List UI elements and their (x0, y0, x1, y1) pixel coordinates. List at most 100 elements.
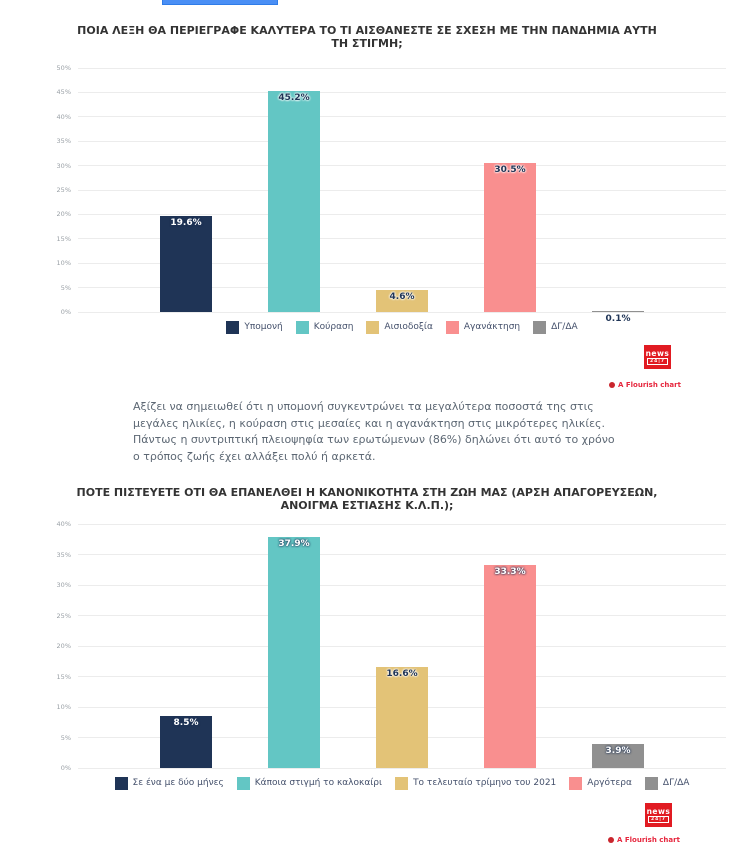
gridline (78, 91, 726, 93)
y-axis-tick-label: 40% (56, 520, 71, 528)
news247-logo-text: news (646, 806, 671, 816)
legend-label: Υπομονή (244, 322, 283, 332)
chart2-legend: Σε ένα με δύο μήνες Κάποια στιγμή το καλο… (78, 776, 726, 790)
y-axis-tick-label: 0% (60, 764, 71, 772)
y-axis-tick-label: 10% (56, 703, 71, 711)
legend-label: Κάποια στιγμή το καλοκαίρι (254, 778, 383, 788)
gridline (78, 584, 726, 586)
bar-Υπομονή[interactable] (160, 216, 212, 312)
bar-value-label: 45.2% (278, 93, 310, 104)
legend-item: Σε ένα με δύο μήνες (114, 776, 224, 790)
y-axis-tick-label: 40% (56, 112, 71, 121)
flourish-dot-icon (609, 382, 615, 388)
gridline (78, 213, 726, 215)
gridline (78, 116, 726, 118)
bar-Το τελευταίο τρίμηνο του 2021[interactable] (376, 666, 428, 768)
bar-ΔΓ/ΔΑ[interactable] (592, 744, 644, 768)
bar-ΔΓ/ΔΑ[interactable] (592, 311, 644, 312)
flourish-credit-label: A Flourish chart (617, 836, 680, 843)
news247-logo: news 24|7 (645, 803, 672, 827)
bar-value-label: 37.9% (278, 538, 310, 549)
legend-swatch-icon (395, 776, 409, 790)
y-axis-tick-label: 15% (56, 234, 71, 243)
legend-item: Υπομονή (226, 320, 283, 334)
legend-swatch-icon (644, 776, 658, 790)
bar-Αισιοδοξία[interactable] (376, 289, 428, 312)
y-axis-tick-label: 50% (56, 64, 71, 72)
legend-item: Αισιοδοξία (366, 320, 433, 334)
bar-value-label: 16.6% (386, 668, 418, 679)
legend-label: Σε ένα με δύο μήνες (132, 778, 224, 788)
legend-item: ΔΓ/ΔΑ (533, 320, 578, 334)
flourish-credit-link[interactable]: A Flourish chart (609, 381, 681, 389)
news247-logo: news 24|7 (644, 345, 671, 369)
news247-logo-text: news (645, 348, 670, 358)
chart2-title: ΠΟΤΕ ΠΙΣΤΕΥΕΤΕ ΟΤΙ ΘΑ ΕΠΑΝΕΛΘΕΙ Η ΚΑΝΟΝΙ… (76, 486, 658, 512)
y-axis-tick-label: 15% (56, 672, 71, 681)
bar-Αγανάκτηση[interactable] (484, 163, 536, 312)
gridline (78, 645, 726, 647)
gridline (78, 767, 726, 769)
gridline (78, 238, 726, 240)
y-axis-tick-label: 25% (56, 186, 71, 194)
bar-value-label: 4.6% (389, 291, 415, 302)
news247-logo-247: 24|7 (647, 815, 670, 823)
y-axis-tick-label: 20% (56, 210, 71, 219)
gridline (78, 165, 726, 167)
chart2-plot: 0% 5% 10% 15% 20% 25% 30% 35% 40% 8.5% 37.9% 16.6% 3… (57, 520, 726, 772)
bar-value-label: 0.1% (605, 314, 631, 324)
gridline (78, 287, 726, 289)
legend-label: ΔΓ/ΔΑ (551, 322, 578, 332)
legend-label: Αγανάκτηση (463, 322, 521, 332)
legend-swatch-icon (295, 320, 309, 334)
bar-Σε ένα με δύο μήνες[interactable] (160, 716, 212, 768)
gridline (78, 262, 726, 264)
gridline (78, 554, 726, 555)
flourish-credit-link[interactable]: A Flourish chart (608, 836, 680, 843)
legend-swatch-icon (445, 320, 459, 334)
gridline (78, 140, 726, 142)
legend-swatch-icon (114, 776, 128, 790)
y-axis-tick-label: 35% (56, 137, 71, 146)
y-axis-tick-label: 35% (56, 550, 71, 559)
y-axis-tick-label: 25% (56, 611, 71, 620)
flourish-dot-icon (608, 837, 614, 843)
legend-item: Αργότερα (569, 776, 632, 790)
legend-label: Αργότερα (587, 778, 632, 788)
y-axis-tick-label: 0% (60, 308, 71, 316)
y-axis-tick-label: 30% (56, 161, 71, 170)
bar-value-label: 19.6% (170, 218, 202, 229)
y-axis-tick-label: 10% (56, 259, 71, 268)
top-partial-button[interactable] (162, 0, 278, 5)
y-axis-tick-label: 45% (56, 88, 71, 97)
bar-value-label: 3.9% (605, 746, 631, 757)
bar-value-label: 33.3% (494, 566, 526, 577)
gridline (78, 523, 726, 525)
legend-item: Το τελευταίο τρίμηνο του 2021 (395, 776, 556, 790)
legend-item: Αγανάκτηση (445, 320, 521, 334)
news247-logo-247: 24|7 (646, 357, 669, 365)
bar-value-label: 30.5% (494, 165, 526, 176)
legend-swatch-icon (569, 776, 583, 790)
gridline (78, 615, 726, 616)
legend-item: Κούραση (295, 320, 354, 334)
y-axis-tick-label: 20% (56, 642, 71, 650)
bar-Κούραση[interactable] (268, 91, 320, 312)
bar-Αργότερα[interactable] (484, 564, 536, 768)
y-axis-tick-label: 5% (60, 733, 71, 742)
legend-label: Κούραση (313, 322, 354, 332)
gridline (78, 189, 726, 191)
gridline (78, 67, 726, 69)
gridline (78, 311, 726, 313)
chart1-legend: Υπομονή Κούραση Αισιοδοξία Αγανάκτηση ΔΓ/ΔΑ (78, 320, 726, 334)
y-axis-tick-label: 5% (60, 283, 71, 292)
chart1-title: ΠΟΙΑ ΛΕΞΗ ΘΑ ΠΕΡΙΕΓΡΑΦΕ ΚΑΛΥΤΕΡΑ ΤΟ ΤΙ Α… (77, 24, 657, 50)
legend-swatch-icon (366, 320, 380, 334)
chart1-plot: 0% 5% 10% 15% 20% 25% 30% 35% 40% 45% 50% 19.6% 45.2… (57, 64, 726, 324)
legend-swatch-icon (226, 320, 240, 334)
legend-swatch-icon (236, 776, 250, 790)
legend-label: Αισιοδοξία (384, 322, 433, 332)
y-axis-tick-label: 30% (56, 581, 71, 589)
bar-Κάποια στιγμή το καλοκαίρι[interactable] (268, 536, 320, 768)
